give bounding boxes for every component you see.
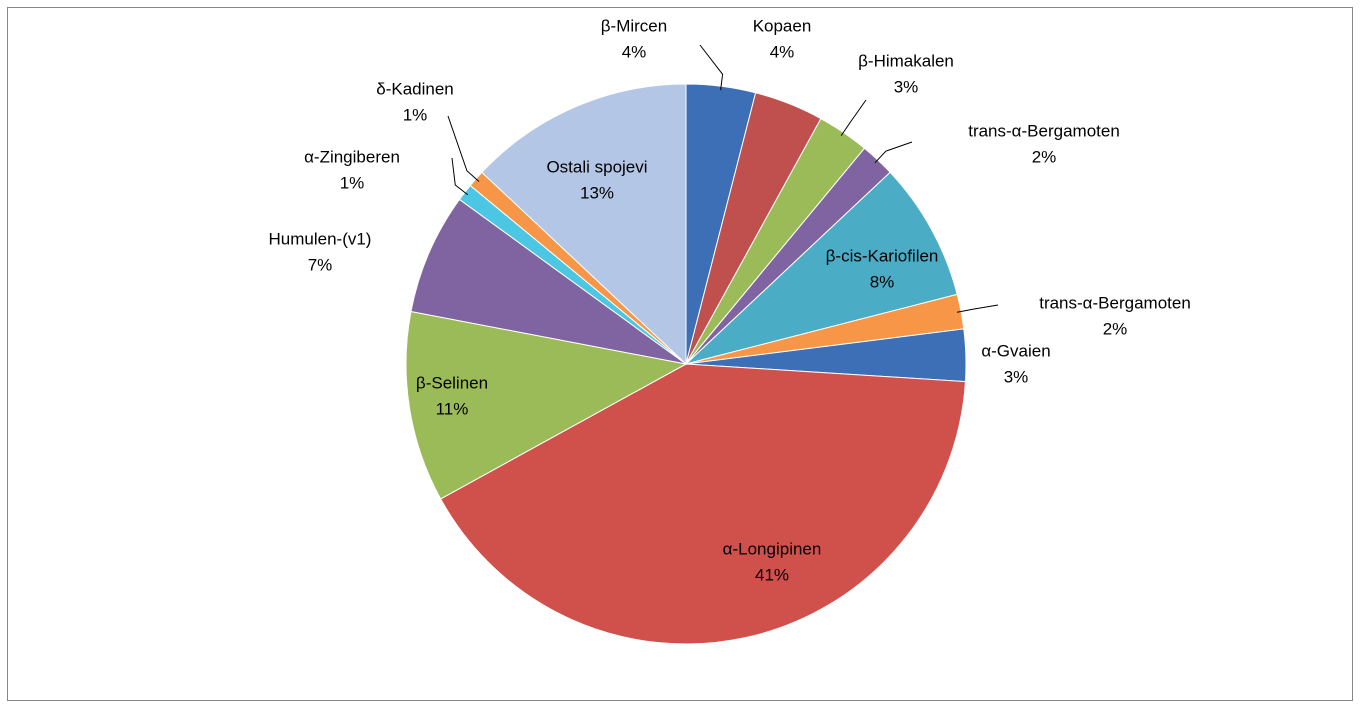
slice-value-label: 41%	[755, 565, 789, 584]
slice-label: Kopaen	[753, 16, 812, 35]
pie-slice	[685, 171, 958, 365]
slice-value-label: 1%	[403, 105, 428, 124]
leader-line	[451, 157, 469, 196]
slice-value-label: 4%	[622, 42, 647, 61]
pie-slice	[405, 310, 688, 500]
slice-label: trans-α-Bergamoten	[968, 121, 1120, 140]
slice-label: α-Longipinen	[723, 539, 822, 558]
pie-slice	[481, 83, 687, 366]
leader-line	[840, 99, 867, 137]
pie-slice	[439, 363, 966, 645]
pie-slice	[410, 198, 687, 365]
leader-line	[447, 115, 480, 182]
leader-line	[957, 304, 999, 313]
slice-label: α-Gvaien	[981, 341, 1050, 360]
leader-line	[874, 141, 913, 164]
leader-line	[699, 44, 724, 91]
slice-label: β-Mircen	[601, 16, 667, 35]
slice-value-label: 2%	[1103, 319, 1128, 338]
slice-value-label: 8%	[870, 272, 895, 291]
slice-value-label: 3%	[1004, 367, 1029, 386]
slice-label: β-Selinen	[416, 373, 488, 392]
slice-value-label: 1%	[340, 173, 365, 192]
slice-value-label: 3%	[894, 77, 919, 96]
slice-label: β-Himakalen	[858, 51, 954, 70]
slice-label: β-cis-Kariofilen	[826, 246, 939, 265]
slice-value-label: 4%	[770, 42, 795, 61]
slice-value-label: 13%	[580, 183, 614, 202]
slice-value-label: 7%	[308, 255, 333, 274]
slice-value-label: 2%	[1032, 147, 1057, 166]
slice-value-label: 11%	[436, 399, 469, 418]
slice-label: trans-α-Bergamoten	[1039, 293, 1191, 312]
slice-label: α-Zingiberen	[304, 147, 400, 166]
slice-label: δ-Kadinen	[376, 79, 454, 98]
slice-label: Ostali spojevi	[546, 157, 647, 176]
slice-label: Humulen-(v1)	[269, 229, 372, 248]
